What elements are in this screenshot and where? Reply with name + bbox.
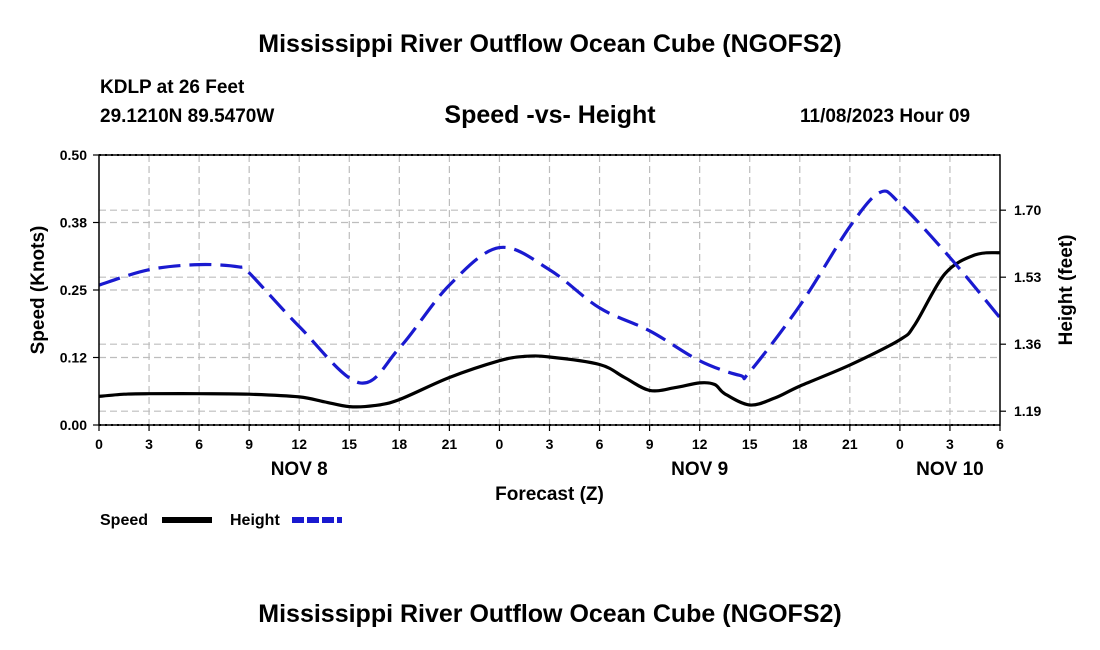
legend: Speed Height (100, 512, 342, 529)
y-tick-label: 0.50 (60, 147, 87, 163)
x-tick-label: 0 (496, 436, 504, 452)
date-label: NOV 10 (916, 459, 984, 480)
legend-label-speed: Speed (100, 512, 148, 529)
date-label: NOV 9 (671, 459, 728, 480)
grid (99, 154, 1000, 426)
x-tick-label: 15 (341, 436, 357, 452)
x-tick-label: 6 (596, 436, 604, 452)
x-tick-label: 0 (896, 436, 904, 452)
y2-tick-label: 1.36 (1014, 336, 1041, 352)
x-tick-label: 12 (692, 436, 708, 452)
x-tick-label: 12 (291, 436, 307, 452)
x-tick-label: 0 (95, 436, 103, 452)
y-tick-label: 0.00 (60, 417, 87, 433)
series-line-height (98, 189, 1002, 385)
x-tick-label: 6 (195, 436, 203, 452)
x-tick-label: 3 (546, 436, 554, 452)
y2-tick-label: 1.19 (1014, 403, 1041, 419)
legend-label-height: Height (230, 512, 280, 529)
y-tick-label: 0.12 (60, 350, 87, 366)
y-axis-label: Speed (Knots) (28, 226, 49, 355)
series-line-speed (98, 251, 1001, 409)
y-tick-label: 0.25 (60, 282, 87, 298)
x-tick-label: 3 (145, 436, 153, 452)
station-label: KDLP at 26 Feet (100, 77, 245, 98)
x-tick-label: 21 (842, 436, 858, 452)
date-label: NOV 8 (271, 459, 328, 480)
footer-title: Mississippi River Outflow Ocean Cube (NG… (258, 600, 842, 628)
x-tick-label: 15 (742, 436, 758, 452)
x-tick-label: 3 (946, 436, 954, 452)
axes: 0 3 6 9 12 15 18 21 0 3 6 9 12 15 18 21 0 3 6 0.00 0.12 0.25 0… (60, 147, 1042, 480)
x-tick-label: 18 (792, 436, 808, 452)
x-tick-label: 9 (245, 436, 253, 452)
page-title: Mississippi River Outflow Ocean Cube (NG… (258, 30, 842, 58)
y2-axis-label: Height (feet) (1056, 235, 1077, 346)
forecast-timestamp: 11/08/2023 Hour 09 (800, 106, 971, 127)
chart-subtitle: Speed -vs- Height (444, 101, 656, 129)
x-axis-label: Forecast (Z) (495, 484, 604, 505)
x-tick-label: 18 (392, 436, 408, 452)
series-layer (98, 189, 1002, 409)
x-tick-label: 9 (646, 436, 654, 452)
y-tick-label: 0.38 (60, 215, 87, 231)
y2-tick-label: 1.53 (1014, 269, 1041, 285)
station-coordinates: 29.1210N 89.5470W (100, 106, 275, 127)
x-tick-label: 6 (996, 436, 1004, 452)
y2-tick-label: 1.70 (1014, 202, 1041, 218)
x-tick-label: 21 (442, 436, 458, 452)
